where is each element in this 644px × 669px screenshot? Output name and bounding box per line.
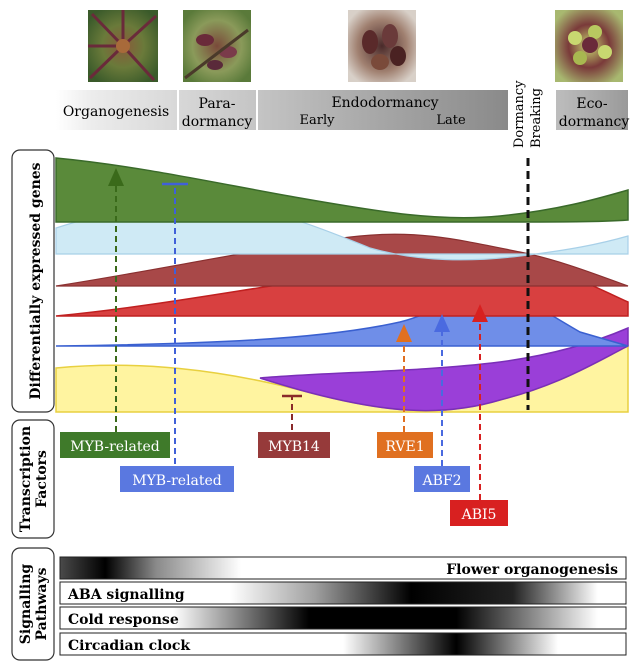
tf-label-rve1: RVE1	[385, 439, 424, 455]
tf-box-rve1	[377, 432, 433, 458]
tf-section-box	[11, 419, 55, 539]
stage-bar	[56, 90, 628, 156]
stage-ecodormancy-1: Eco-	[576, 96, 607, 112]
tf-label-myb14: MYB14	[268, 439, 320, 455]
pathway-label-flower: Flower organogenesis	[446, 562, 618, 578]
tf-section-label-2: Factors	[34, 450, 50, 508]
stage-late: Late	[436, 113, 466, 128]
tf-box-myb14	[258, 432, 330, 458]
sp-section-box	[11, 547, 55, 661]
inhibitor-myb14	[282, 394, 302, 430]
arrow-abi5	[472, 304, 488, 500]
pathway-bar-aba	[59, 581, 627, 605]
tf-section-label-1: Transcription	[18, 426, 34, 532]
stage-dormancy-breaking-1: Dormancy	[512, 80, 527, 148]
stage-paradormancy-1: Para-	[199, 96, 236, 112]
stage-paradormancy-2: dormancy	[182, 114, 253, 130]
tf-label-myb-related-blue: MYB-related	[132, 473, 222, 489]
degs-section-label: Differentially expressed genes	[28, 162, 44, 399]
tf-label-abf2: ABF2	[421, 473, 461, 489]
tf-label-myb-related-green: MYB-related	[70, 439, 160, 455]
stage-endodormancy: Endodormancy	[331, 95, 438, 111]
sp-section-label-1: Signalling	[18, 564, 34, 645]
pathway-label-cold: Cold response	[68, 612, 179, 628]
curve-purple	[259, 326, 629, 412]
tf-box-myb-related-green	[60, 432, 170, 458]
pathway-label-aba: ABA signalling	[67, 587, 185, 603]
inhibitor-myb-related-blue	[162, 182, 188, 464]
stage-organogenesis: Organogenesis	[63, 104, 169, 120]
photo-paradormancy	[183, 10, 251, 82]
photo-endodormancy	[348, 10, 416, 82]
sp-section-label-2: Pathways	[34, 567, 50, 640]
tf-box-abf2	[414, 466, 470, 492]
stage-ecodormancy-2: dormancy	[559, 114, 630, 130]
pathway-bar-flower	[59, 556, 627, 580]
tf-box-abi5	[450, 500, 508, 526]
pathway-bar-cold	[59, 606, 627, 630]
arrow-rve1	[396, 324, 412, 432]
stage-dormancy-breaking-2: Breaking	[529, 88, 544, 148]
arrow-myb-related-green	[108, 168, 124, 432]
stage-early: Early	[300, 113, 336, 128]
pathway-label-circadian: Circadian clock	[68, 638, 190, 654]
pathway-bar-circadian	[59, 632, 627, 656]
degs-section-box	[11, 149, 55, 413]
tf-label-abi5: ABI5	[461, 507, 497, 523]
photo-ecodormancy	[555, 10, 623, 82]
curve-green	[55, 157, 629, 223]
arrow-abf2	[434, 314, 450, 466]
curve-dark-red	[55, 233, 629, 287]
photo-organogenesis	[88, 10, 158, 82]
tf-box-myb-related-blue	[120, 466, 234, 492]
